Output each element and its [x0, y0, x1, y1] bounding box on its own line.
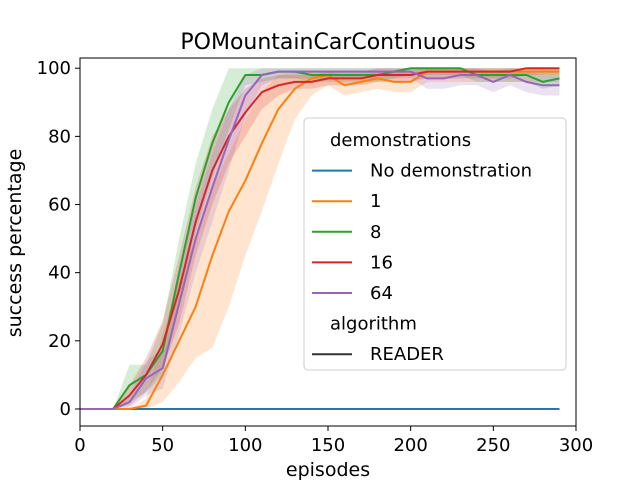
x-tick-label: 100 — [228, 435, 262, 456]
legend-group-title: algorithm — [330, 314, 417, 335]
y-tick-label: 80 — [48, 126, 71, 147]
y-tick-label: 100 — [37, 58, 71, 79]
y-axis-ticks: 0 20 40 60 80 100 — [37, 58, 80, 420]
x-axis-label: episodes — [286, 459, 370, 480]
x-tick-label: 50 — [151, 435, 174, 456]
legend-label: READER — [370, 344, 444, 365]
y-tick-label: 0 — [60, 399, 71, 420]
x-tick-label: 0 — [74, 435, 85, 456]
y-tick-label: 60 — [48, 195, 71, 216]
chart-title: POMountainCarContinuous — [180, 30, 475, 55]
legend-label: 16 — [370, 252, 393, 273]
y-tick-label: 40 — [48, 263, 71, 284]
legend-group-title: demonstrations — [330, 130, 471, 151]
y-tick-label: 20 — [48, 331, 71, 352]
legend: demonstrations No demonstration 1 8 16 64 algo… — [303, 117, 567, 371]
x-tick-label: 250 — [476, 435, 510, 456]
x-tick-label: 300 — [559, 435, 593, 456]
legend-label: 64 — [370, 283, 393, 304]
band-3 — [80, 68, 560, 409]
legend-label: No demonstration — [370, 161, 532, 182]
series-lines — [80, 67, 560, 410]
series-line-4 — [80, 67, 560, 410]
legend-label: 8 — [370, 222, 381, 243]
x-axis-ticks: 0 50 100 150 200 250 300 — [74, 426, 593, 456]
x-tick-label: 200 — [393, 435, 427, 456]
series-line-3 — [80, 67, 560, 410]
legend-label: 1 — [370, 191, 381, 212]
confidence-bands — [80, 68, 560, 409]
legend-box — [303, 117, 567, 371]
series-line-5 — [80, 70, 560, 410]
band-2 — [80, 68, 560, 409]
y-axis-label: success percentage — [4, 149, 26, 338]
x-tick-label: 150 — [311, 435, 345, 456]
